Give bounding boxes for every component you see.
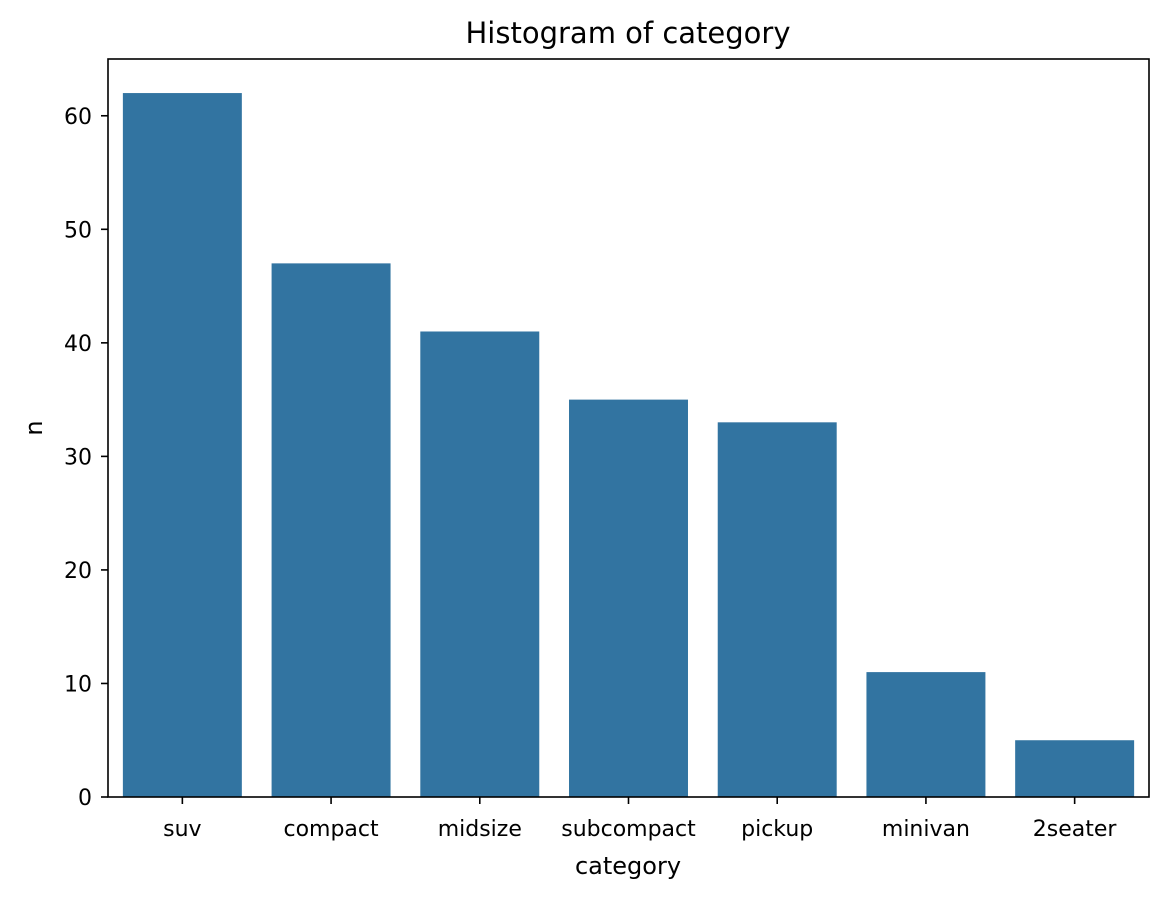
x-axis-ticks: suv compact midsize subcompact pickup minivan… <box>163 797 1117 842</box>
bars-group <box>122 93 1135 798</box>
x-axis-label: category <box>575 852 681 880</box>
bar-suv <box>122 93 242 798</box>
bar-pickup <box>717 422 837 797</box>
y-tick-label: 0 <box>78 786 92 811</box>
bar-subcompact <box>569 399 688 797</box>
x-tick-label: suv <box>163 817 201 842</box>
y-tick-label: 10 <box>64 672 92 697</box>
x-tick-label: minivan <box>882 817 970 842</box>
x-tick-label: compact <box>283 817 379 842</box>
y-tick-label: 30 <box>64 445 92 470</box>
y-tick-label: 60 <box>64 105 92 130</box>
y-tick-label: 50 <box>64 218 92 243</box>
x-tick-label: midsize <box>438 817 522 842</box>
y-axis-label: n <box>20 420 48 435</box>
y-tick-label: 20 <box>64 559 92 584</box>
x-tick-label: subcompact <box>561 817 696 842</box>
bar-midsize <box>420 331 540 797</box>
bar-2seater <box>1015 740 1135 797</box>
bar-minivan <box>866 672 986 797</box>
chart-title: Histogram of category <box>466 16 791 50</box>
plot-frame <box>107 58 1150 798</box>
x-tick-label: pickup <box>741 817 813 842</box>
y-axis-ticks: 0 10 20 30 40 50 60 <box>64 105 108 811</box>
y-tick-label: 40 <box>64 332 92 357</box>
bar-compact <box>271 263 391 797</box>
x-tick-label: 2seater <box>1033 817 1118 842</box>
